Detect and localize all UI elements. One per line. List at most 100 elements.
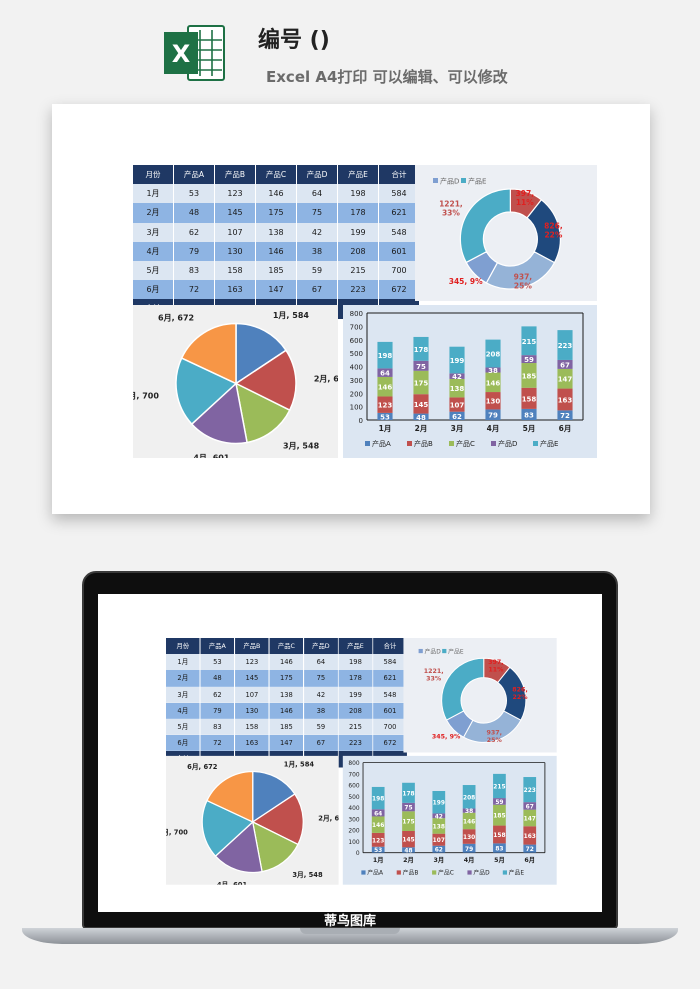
bar-value-label: 38 bbox=[465, 809, 473, 815]
bar-value-label: 208 bbox=[486, 351, 501, 359]
bar-value-label: 146 bbox=[372, 823, 384, 829]
bar-segment bbox=[449, 397, 465, 412]
pie-label: 2月, 621 bbox=[318, 814, 338, 822]
bar-segment bbox=[432, 833, 446, 846]
table-cell: 198 bbox=[337, 184, 379, 204]
table-cell: 163 bbox=[234, 734, 270, 752]
bar-value-label: 79 bbox=[488, 412, 498, 420]
table-header-cell: 合计 bbox=[372, 638, 408, 655]
bar-segment bbox=[377, 341, 393, 369]
data-label: 397, bbox=[516, 189, 535, 198]
bar-segment bbox=[521, 408, 537, 420]
bar-value-label: 62 bbox=[452, 413, 462, 421]
x-tick-label: 5月 bbox=[494, 856, 505, 864]
data-label: 937, bbox=[514, 273, 533, 282]
table-cell: 146 bbox=[255, 184, 297, 204]
donut-chart: 产品D 产品E 397,11% 826,22% 937,25% 345, 9% 1221,3… bbox=[433, 177, 563, 291]
pie-slice bbox=[234, 349, 297, 412]
table-cell: 146 bbox=[269, 702, 305, 719]
pie-label: 6月, 672 bbox=[158, 314, 194, 323]
donut-slice bbox=[441, 657, 485, 721]
table-cell: 3月 bbox=[166, 686, 201, 703]
table-header-cell: 产品E bbox=[337, 165, 379, 185]
y-tick-label: 0 bbox=[359, 417, 363, 425]
table-cell: 53 bbox=[200, 654, 236, 671]
bar-value-label: 146 bbox=[486, 379, 501, 387]
bar-segment bbox=[557, 410, 573, 420]
bar-value-label: 53 bbox=[380, 413, 390, 421]
bar-value-label: 223 bbox=[558, 342, 573, 350]
bar-segment bbox=[371, 832, 385, 847]
legend-label: 产品D bbox=[440, 177, 459, 186]
pie-label: 3月, 548 bbox=[292, 871, 323, 879]
bar-segment bbox=[493, 773, 506, 799]
pie-label: 1月, 584 bbox=[273, 311, 310, 320]
legend-swatch bbox=[533, 441, 538, 446]
table-header-cell: 产品A bbox=[173, 165, 215, 185]
bar-value-label: 123 bbox=[372, 838, 384, 844]
bar-value-label: 130 bbox=[463, 835, 475, 841]
bar-value-label: 72 bbox=[560, 412, 570, 420]
bar-segment bbox=[493, 804, 506, 826]
bar-value-label: 185 bbox=[493, 814, 505, 820]
page-subtitle: Excel A4打印 可以编辑、可以修改 bbox=[266, 68, 508, 86]
bar-value-label: 138 bbox=[450, 385, 465, 393]
table-header-cell: 产品D bbox=[296, 165, 338, 185]
bar-value-label: 38 bbox=[488, 367, 498, 375]
bar-value-label: 83 bbox=[495, 847, 503, 853]
bar-segment bbox=[449, 411, 465, 420]
legend-swatch bbox=[467, 870, 472, 875]
table-cell: 198 bbox=[338, 654, 374, 671]
bar-segment bbox=[485, 409, 501, 420]
legend-swatch bbox=[502, 870, 508, 875]
y-tick-label: 300 bbox=[350, 377, 363, 385]
table-row: 3月 62 107 138 42 199 548 bbox=[166, 686, 408, 703]
table-header-cell: 产品E bbox=[338, 638, 374, 655]
y-tick-label: 300 bbox=[348, 817, 359, 823]
table-cell: 185 bbox=[255, 260, 297, 281]
table-cell: 38 bbox=[303, 702, 339, 719]
bar-value-label: 67 bbox=[560, 361, 570, 369]
y-tick-label: 0 bbox=[356, 851, 360, 857]
pie-slice bbox=[206, 770, 254, 823]
donut-slice bbox=[459, 188, 511, 264]
y-tick-label: 100 bbox=[348, 840, 359, 846]
table-cell: 178 bbox=[338, 670, 374, 687]
legend-swatch bbox=[365, 441, 370, 446]
table-cell: 53 bbox=[173, 184, 215, 204]
data-label: 25% bbox=[487, 737, 503, 744]
table-cell: 130 bbox=[214, 241, 256, 261]
bar-segment bbox=[523, 826, 537, 845]
table-cell: 5月 bbox=[166, 718, 201, 735]
x-tick-label: 6月 bbox=[559, 424, 572, 433]
y-tick-label: 800 bbox=[348, 761, 359, 767]
bar-segment bbox=[449, 346, 465, 374]
table-cell: 123 bbox=[234, 654, 270, 671]
table-cell: 175 bbox=[255, 203, 297, 223]
bar-value-label: 62 bbox=[435, 848, 443, 854]
table-cell: 548 bbox=[372, 686, 408, 703]
bar-value-label: 185 bbox=[522, 372, 537, 380]
data-label: 1221, bbox=[439, 200, 463, 209]
bar-segment bbox=[485, 339, 501, 368]
table-cell: 621 bbox=[378, 203, 420, 223]
table-cell: 584 bbox=[372, 654, 408, 671]
table-cell: 146 bbox=[255, 241, 297, 261]
y-tick-label: 200 bbox=[350, 390, 363, 398]
bar-value-label: 158 bbox=[493, 833, 505, 839]
bar-value-label: 145 bbox=[414, 401, 429, 409]
bar-value-label: 79 bbox=[465, 847, 473, 853]
table-cell: 48 bbox=[200, 670, 236, 687]
table-header-cell: 产品D bbox=[303, 638, 339, 655]
bar-value-label: 67 bbox=[526, 804, 534, 810]
bar-value-label: 123 bbox=[378, 402, 393, 410]
bar-value-label: 198 bbox=[372, 797, 384, 803]
bar-segment bbox=[521, 355, 537, 364]
legend-label: 产品D bbox=[473, 869, 490, 877]
table-cell: 175 bbox=[269, 670, 305, 687]
pie-chart: 1月, 584 2月, 621 3月, 548 4月, 601 5月, 700 6月, 6… bbox=[123, 311, 351, 463]
donut-chart-panel: 产品D 产品E 397, 11% 826, 22% 937, 25% 345, 9% 1221, 3… bbox=[403, 638, 557, 753]
data-label: 1221, bbox=[424, 668, 444, 675]
table-cell: 62 bbox=[173, 222, 215, 242]
table-cell: 1月 bbox=[133, 184, 174, 204]
